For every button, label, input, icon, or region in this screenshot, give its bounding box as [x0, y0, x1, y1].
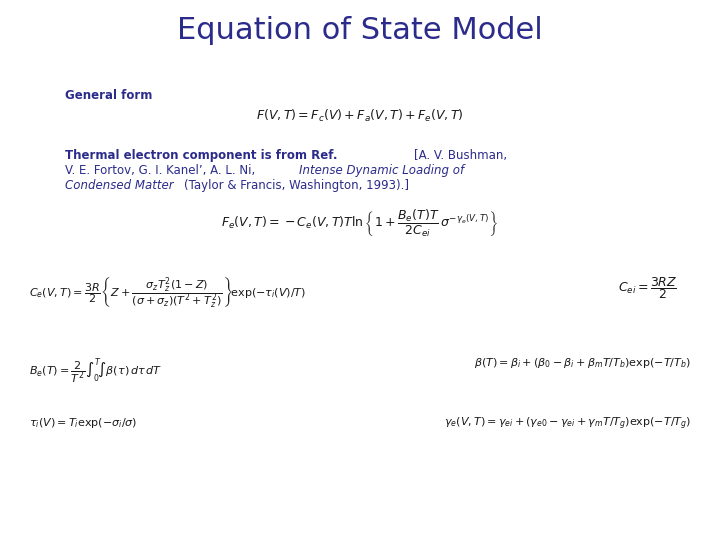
Text: (Taylor & Francis, Washington, 1993).]: (Taylor & Francis, Washington, 1993).]	[184, 179, 409, 192]
Text: $C_{ei} = \dfrac{3RZ}{2}$: $C_{ei} = \dfrac{3RZ}{2}$	[618, 275, 678, 301]
Text: $\tau_i(V) = T_i\exp(-\sigma_i/\sigma)$: $\tau_i(V) = T_i\exp(-\sigma_i/\sigma)$	[29, 416, 137, 430]
Text: $\gamma_e(V,T) = \gamma_{ei} + (\gamma_{e0} - \gamma_{ei} + \gamma_m T/T_g)\exp(: $\gamma_e(V,T) = \gamma_{ei} + (\gamma_{…	[444, 416, 691, 432]
Text: $F(V,T) = F_c(V) + F_a(V,T) + F_e(V,T)$: $F(V,T) = F_c(V) + F_a(V,T) + F_e(V,T)$	[256, 108, 464, 124]
Text: $B_e(T) = \dfrac{2}{T^2}\int_0^T\!\int\beta(\tau)\,d\tau\,dT$: $B_e(T) = \dfrac{2}{T^2}\int_0^T\!\int\b…	[29, 356, 162, 387]
Text: [A. V. Bushman,: [A. V. Bushman,	[414, 148, 507, 161]
Text: $\beta(T) = \beta_i + (\beta_0 - \beta_i + \beta_m T/T_b)\exp(-T/T_b)$: $\beta(T) = \beta_i + (\beta_0 - \beta_i…	[474, 356, 691, 370]
Text: General form: General form	[65, 89, 152, 102]
Text: Intense Dynamic Loading of: Intense Dynamic Loading of	[299, 164, 464, 177]
Text: Thermal electron component is from Ref.: Thermal electron component is from Ref.	[65, 148, 337, 161]
Text: Equation of State Model: Equation of State Model	[177, 16, 543, 45]
Text: $F_e(V,T) = -C_e(V,T)T\ln\left\{1 + \dfrac{B_e(T)T}{2C_{ei}}\,\sigma^{-\gamma_e(: $F_e(V,T) = -C_e(V,T)T\ln\left\{1 + \dfr…	[222, 208, 498, 239]
Text: Condensed Matter: Condensed Matter	[65, 179, 174, 192]
Text: $C_e(V,T) = \dfrac{3R}{2}\left\{Z + \dfrac{\sigma_z T_z^2(1-Z)}{(\sigma+\sigma_z: $C_e(V,T) = \dfrac{3R}{2}\left\{Z + \dfr…	[29, 275, 306, 310]
Text: V. E. Fortov, G. I. Kanel’, A. L. Ni,: V. E. Fortov, G. I. Kanel’, A. L. Ni,	[65, 164, 255, 177]
